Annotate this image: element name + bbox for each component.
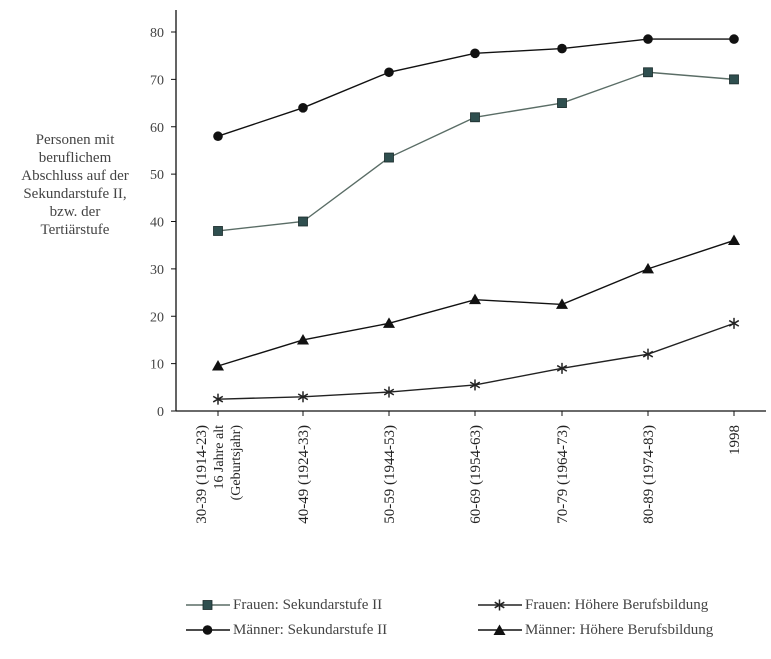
data-point-square (213, 226, 223, 236)
data-point-triangle (556, 298, 568, 309)
y-axis-label-line: Personen mit (35, 132, 115, 148)
data-point-asterisk (297, 391, 309, 403)
x-tick-label: 16 Jahre alt (212, 425, 227, 490)
data-point-square (557, 98, 567, 108)
legend-label: Frauen: Sekundarstufe II (233, 596, 383, 613)
data-point-triangle (212, 359, 224, 371)
y-ticks: 0 10 20 30 40 50 60 70 80 (150, 26, 176, 420)
y-tick-label: 10 (150, 358, 164, 373)
y-axis-label: Personen mit beruflichem Abschluss auf d… (0, 131, 150, 239)
data-point-square (384, 152, 394, 163)
legend-item-frauen-sekundarstufe: Frauen: Sekundarstufe II (186, 594, 382, 616)
data-point-circle (213, 131, 223, 142)
x-tick-label: 70-79 (1964-73) (555, 425, 571, 524)
circle-marker-icon (186, 625, 230, 635)
legend-item-frauen-hoehere: Frauen: Höhere Berufsbildung (478, 594, 708, 616)
y-tick-label: 50 (150, 168, 164, 183)
legend: Frauen: Sekundarstufe II Männer: Sekunda… (186, 594, 766, 652)
x-tick-label: 50-59 (1944-53) (382, 425, 398, 524)
legend-item-maenner-hoehere: Männer: Höhere Berufsbildung (478, 619, 713, 641)
y-tick-label: 0 (157, 405, 164, 420)
data-point-triangle (469, 293, 481, 305)
legend-label: Frauen: Höhere Berufsbildung (525, 596, 709, 613)
x-ticks: 30-39 (1914-23) 16 Jahre alt (Geburtsjahr)… (194, 411, 743, 524)
data-point-asterisk (556, 362, 568, 374)
data-point-asterisk (642, 348, 654, 360)
y-tick-label: 20 (150, 310, 164, 325)
x-tick-label: 40-49 (1924-33) (296, 425, 312, 524)
x-tick-label: 1998 (727, 425, 743, 455)
data-point-square (729, 74, 739, 85)
data-point-circle (298, 103, 308, 113)
legend-item-maenner-sekundarstufe: Männer: Sekundarstufe II (186, 619, 387, 641)
series-line (217, 71, 735, 232)
legend-label: Männer: Sekundarstufe II (233, 621, 388, 638)
square-marker-icon (186, 600, 230, 610)
data-point-asterisk (469, 379, 481, 391)
data-point-asterisk (383, 386, 395, 398)
data-point-circle (384, 67, 394, 78)
y-axis-label-line: Tertiärstufe (40, 222, 110, 238)
data-point-circle (470, 48, 480, 59)
axes (175, 10, 766, 412)
data-point-circle (643, 34, 653, 44)
data-point-triangle (383, 317, 395, 328)
y-tick-label: 80 (150, 26, 164, 41)
data-point-triangle (297, 333, 309, 345)
x-tick-label: 60-69 (1954-63) (468, 425, 484, 524)
data-point-circle (729, 34, 739, 44)
data-point-asterisk (212, 393, 224, 405)
y-tick-label: 70 (150, 73, 164, 88)
triangle-marker-icon (478, 624, 522, 635)
x-tick-label: (Geburtsjahr) (229, 425, 244, 501)
legend-label: Männer: Höhere Berufsbildung (525, 621, 714, 638)
series-lines (217, 38, 735, 400)
data-point-square (298, 216, 308, 227)
y-tick-label: 40 (150, 216, 164, 231)
data-point-square (643, 67, 653, 78)
series-markers (212, 34, 740, 405)
series-line (217, 322, 735, 400)
y-axis-label-line: Abschluss auf der (21, 168, 129, 184)
asterisk-marker-icon (478, 599, 522, 611)
y-tick-label: 30 (150, 263, 164, 278)
data-point-circle (557, 43, 567, 54)
data-point-square (470, 112, 480, 123)
y-axis-label-line: beruflichem (38, 150, 112, 166)
data-point-triangle (642, 262, 654, 274)
data-point-triangle (728, 234, 740, 245)
data-point-asterisk (728, 317, 740, 329)
y-axis-label-line: Sekundarstufe II, (23, 186, 127, 202)
y-axis-label-line: bzw. der (49, 204, 101, 220)
x-tick-label: 80-89 (1974-83) (641, 425, 657, 524)
x-tick-label: 30-39 (1914-23) (194, 425, 210, 524)
y-tick-label: 60 (150, 121, 164, 136)
